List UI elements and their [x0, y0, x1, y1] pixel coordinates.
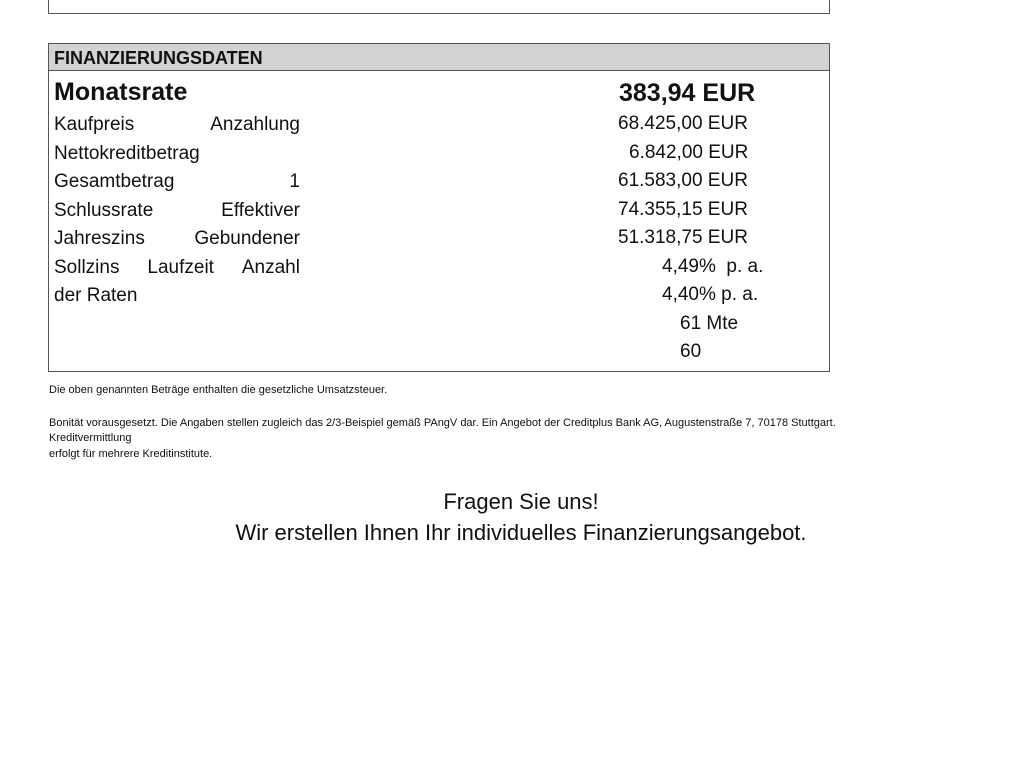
label-word: Sollzins: [54, 256, 120, 278]
label-word: Gesamtbetrag: [54, 171, 175, 192]
value-line: 51.318,75 EUR: [618, 227, 748, 248]
label-word: Laufzeit: [147, 256, 214, 278]
value-line: 68.425,00 EUR: [618, 113, 748, 134]
label-word: 1: [289, 171, 300, 192]
label-line: Kaufpreis Anzahlung: [54, 114, 300, 136]
monthly-rate-label: Monatsrate: [54, 78, 188, 106]
value-line: 60: [680, 341, 702, 362]
label-line: Jahreszins Gebundener: [54, 228, 300, 250]
label-word: Anzahl: [241, 256, 300, 278]
label-word: Schlussrate: [54, 199, 154, 221]
label-word: Effektiver: [221, 199, 300, 221]
value-line: 74.355,15 EUR: [618, 198, 748, 220]
value-line: 4,49% p. a.: [662, 255, 764, 277]
label-word: Nettokreditbetrag: [54, 142, 200, 164]
monthly-rate-value: 383,94 EUR: [619, 79, 756, 107]
financing-table: FINANZIERUNGSDATEN Monatsrate 383,94 EUR…: [48, 43, 830, 372]
label-word: Gebundener: [194, 228, 300, 249]
label-line: Schlussrate Effektiver: [54, 200, 300, 222]
cta-offer: Wir erstellen Ihnen Ihr individuelles Fi…: [235, 520, 807, 545]
previous-section-box: [48, 0, 830, 14]
label-word: Jahreszins: [54, 228, 145, 249]
legal-note-3: erfolgt für mehrere Kreditinstitute.: [49, 448, 213, 460]
label-line: Nettokreditbetrag: [54, 143, 300, 165]
label-word: Kaufpreis: [54, 114, 135, 135]
legal-note-2: Kreditvermittlung: [49, 432, 132, 444]
legal-note-1: Bonität vorausgesetzt. Die Angaben stell…: [49, 417, 836, 429]
cta-question: Fragen Sie uns!: [443, 489, 599, 514]
value-line: 61.583,00 EUR: [618, 170, 748, 191]
value-line: 61 Mte: [680, 312, 739, 334]
financing-title: FINANZIERUNGSDATEN: [49, 44, 829, 71]
label-word: der Raten: [54, 285, 138, 306]
value-line: 4,40% p. a.: [662, 284, 759, 305]
value-line: 6.842,00 EUR: [629, 141, 749, 163]
vat-note: Die oben genannten Beträge enthalten die…: [49, 384, 388, 396]
label-line: der Raten: [54, 285, 300, 307]
label-word: Anzahlung: [210, 114, 300, 135]
label-line: Gesamtbetrag 1: [54, 171, 300, 193]
label-line: Sollzins Laufzeit Anzahl: [54, 257, 300, 279]
